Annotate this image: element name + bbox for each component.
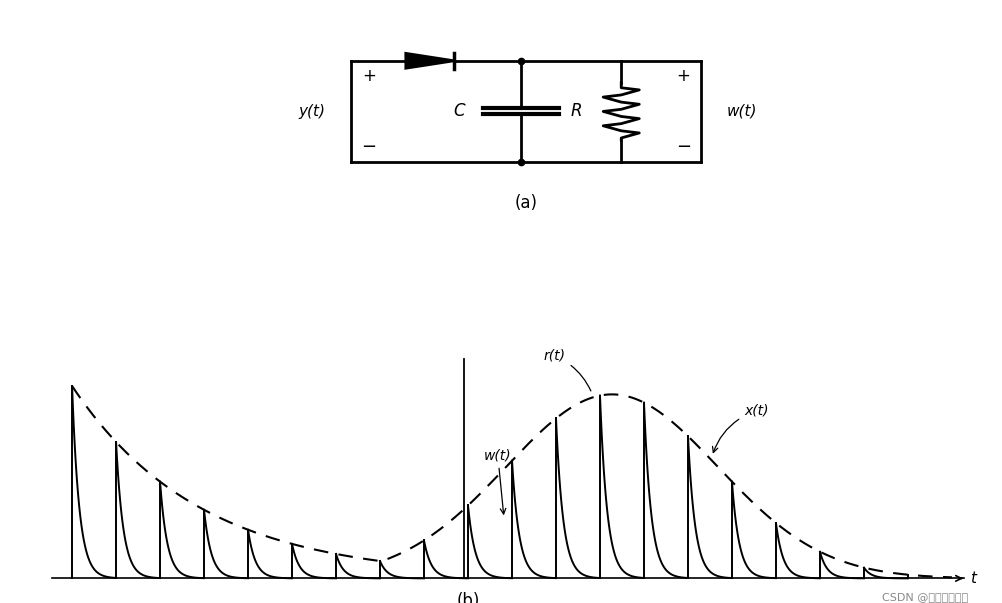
Text: −: − (361, 138, 377, 156)
Text: w(t): w(t) (484, 449, 512, 514)
Text: +: + (362, 67, 376, 85)
Text: C: C (453, 103, 465, 121)
Text: w(t): w(t) (726, 104, 757, 119)
Text: (a): (a) (515, 194, 537, 212)
Text: −: − (675, 138, 691, 156)
Text: R: R (570, 103, 582, 121)
Text: +: + (676, 67, 690, 85)
Text: CSDN @爱寂失的时光: CSDN @爱寂失的时光 (882, 592, 968, 602)
Text: y(t): y(t) (299, 104, 326, 119)
Text: r(t): r(t) (544, 349, 591, 391)
Text: (b): (b) (456, 592, 480, 603)
Polygon shape (406, 53, 454, 68)
Text: x(t): x(t) (712, 403, 769, 452)
Text: t: t (970, 571, 976, 586)
